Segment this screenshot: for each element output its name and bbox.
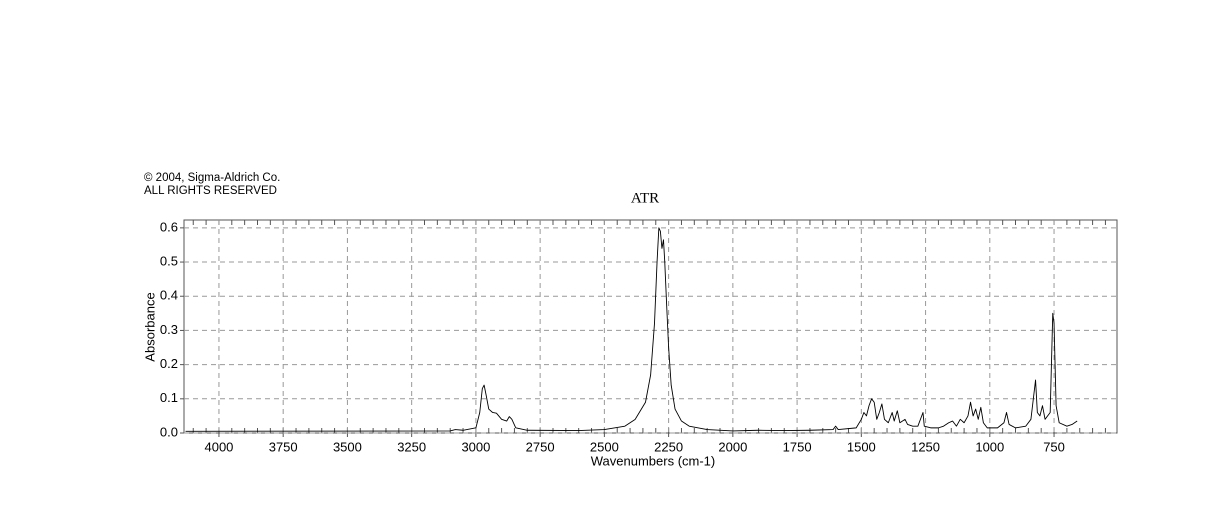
x-tick-label: 3750: [269, 439, 298, 454]
x-tick-label: 750: [1043, 439, 1065, 454]
rights: ALL RIGHTS RESERVED: [144, 185, 277, 197]
plot-frame: [183, 219, 1118, 434]
y-tick-label: 0.1: [160, 390, 178, 405]
x-tick-label: 1000: [975, 439, 1004, 454]
x-tick-label: 3500: [333, 439, 362, 454]
y-tick-label: 0.6: [160, 219, 178, 234]
x-tick-label: 2750: [526, 439, 555, 454]
y-tick-label: 0.5: [160, 253, 178, 268]
x-tick-label: 2000: [718, 439, 747, 454]
x-tick-label: 2250: [654, 439, 683, 454]
x-tick-label: 1750: [783, 439, 812, 454]
x-axis-label: Wavenumbers (cm-1): [591, 453, 715, 468]
copyright: © 2004, Sigma-Aldrich Co.: [144, 172, 280, 184]
x-tick-label: 1500: [847, 439, 876, 454]
x-tick-label: 4000: [204, 439, 233, 454]
y-tick-label: 0.2: [160, 356, 178, 371]
spectrum-line: [185, 227, 1078, 432]
x-tick-label: 3250: [397, 439, 426, 454]
y-tick-label: 0.0: [160, 424, 178, 439]
y-axis-label: Absorbance: [142, 292, 157, 361]
x-tick-label: 2500: [590, 439, 619, 454]
x-tick-label: 1250: [911, 439, 940, 454]
chart-title: ATR: [631, 190, 659, 206]
y-tick-label: 0.3: [160, 322, 178, 337]
y-tick-label: 0.4: [160, 288, 178, 303]
x-tick-label: 3000: [461, 439, 490, 454]
